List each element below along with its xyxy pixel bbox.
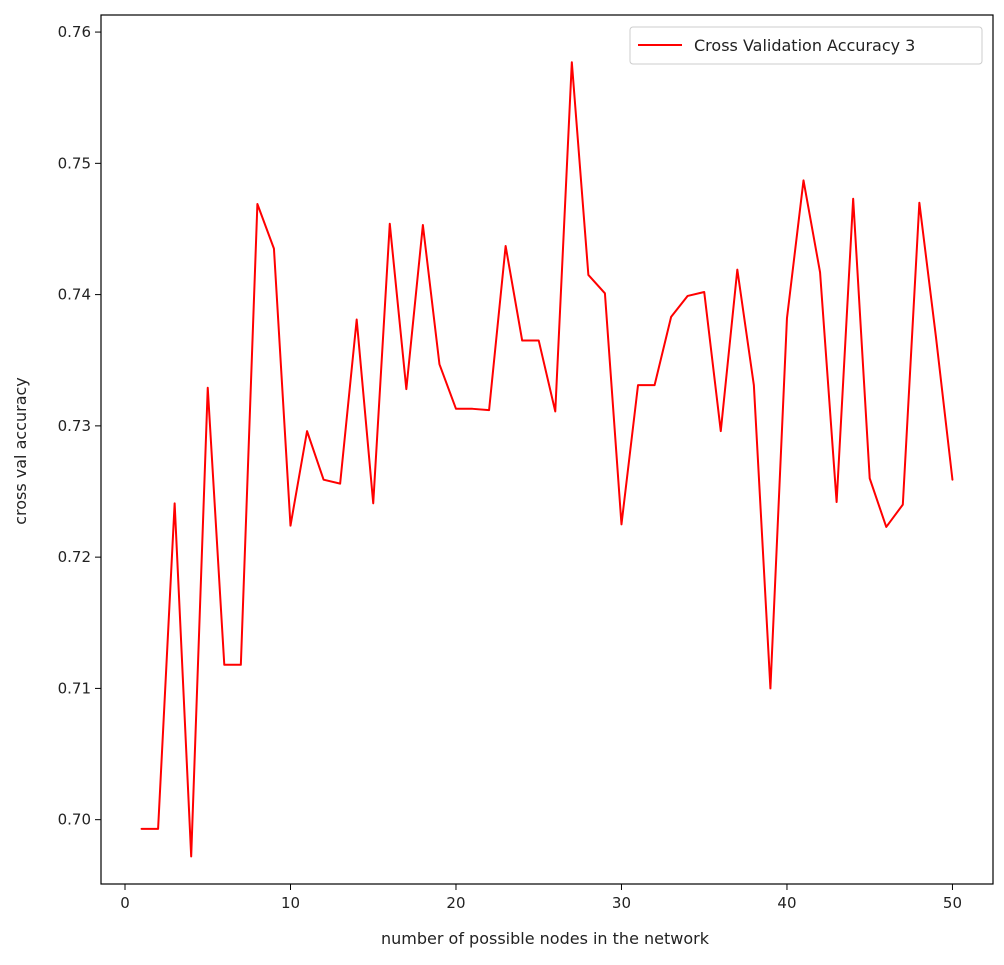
- y-tick-label: 0.76: [58, 23, 91, 41]
- data-point: [752, 383, 756, 387]
- y-tick-label: 0.71: [58, 679, 91, 697]
- data-point: [471, 407, 475, 411]
- data-point: [884, 525, 888, 529]
- legend-label: Cross Validation Accuracy 3: [694, 36, 915, 55]
- y-tick-label: 0.70: [58, 811, 91, 829]
- data-point: [586, 273, 590, 277]
- data-point: [619, 522, 623, 526]
- data-point: [156, 827, 160, 831]
- data-point: [288, 524, 292, 528]
- data-point: [454, 407, 458, 411]
- data-point: [934, 335, 938, 339]
- data-point: [868, 476, 872, 480]
- x-tick-label: 20: [446, 894, 465, 912]
- data-point: [570, 60, 574, 64]
- data-point: [537, 339, 541, 343]
- data-point: [504, 244, 508, 248]
- data-point: [950, 478, 954, 482]
- y-tick-label: 0.74: [58, 286, 91, 304]
- data-point: [322, 478, 326, 482]
- data-point: [272, 247, 276, 251]
- data-point: [355, 318, 359, 322]
- data-point: [851, 197, 855, 201]
- x-tick-label: 50: [943, 894, 962, 912]
- data-point: [636, 383, 640, 387]
- x-axis-label: number of possible nodes in the network: [381, 929, 710, 948]
- y-axis-label: cross val accuracy: [11, 377, 30, 525]
- data-point: [437, 362, 441, 366]
- data-point: [702, 290, 706, 294]
- x-tick-label: 40: [777, 894, 796, 912]
- data-point: [255, 202, 259, 206]
- data-point: [719, 429, 723, 433]
- plot-frame: [100, 14, 994, 885]
- legend-box: [629, 26, 983, 65]
- x-tick-label: 30: [612, 894, 631, 912]
- legend: Cross Validation Accuracy 3: [629, 26, 983, 65]
- data-point: [917, 201, 921, 205]
- data-point: [686, 294, 690, 298]
- data-point: [222, 663, 226, 667]
- x-tick-label: 10: [281, 894, 300, 912]
- data-point: [189, 854, 193, 858]
- data-point: [206, 386, 210, 390]
- data-point: [835, 500, 839, 504]
- data-point: [735, 268, 739, 272]
- data-point: [603, 291, 607, 295]
- data-point: [239, 663, 243, 667]
- plot-area: [140, 60, 954, 858]
- data-point: [818, 270, 822, 274]
- y-tick-label: 0.75: [58, 154, 91, 172]
- y-tick-label: 0.73: [58, 417, 91, 435]
- data-point: [901, 503, 905, 507]
- data-point: [653, 383, 657, 387]
- data-point: [404, 387, 408, 391]
- data-point: [487, 408, 491, 412]
- y-axis: 0.70 0.71 0.72 0.73 0.74 0.75 0.76: [58, 23, 101, 829]
- x-tick-label: 0: [120, 894, 130, 912]
- data-point: [371, 501, 375, 505]
- data-point: [338, 482, 342, 486]
- data-point: [173, 501, 177, 505]
- data-point: [669, 315, 673, 319]
- data-point: [553, 409, 557, 413]
- series-line: [140, 61, 954, 858]
- data-point: [305, 429, 309, 433]
- data-point: [785, 316, 789, 320]
- data-point: [140, 827, 144, 831]
- data-point: [388, 222, 392, 226]
- data-point: [768, 686, 772, 690]
- data-point: [802, 178, 806, 182]
- y-tick-label: 0.72: [58, 548, 91, 566]
- x-axis: 0 10 20 30 40 50: [120, 884, 962, 912]
- data-point: [421, 223, 425, 227]
- data-point: [520, 339, 524, 343]
